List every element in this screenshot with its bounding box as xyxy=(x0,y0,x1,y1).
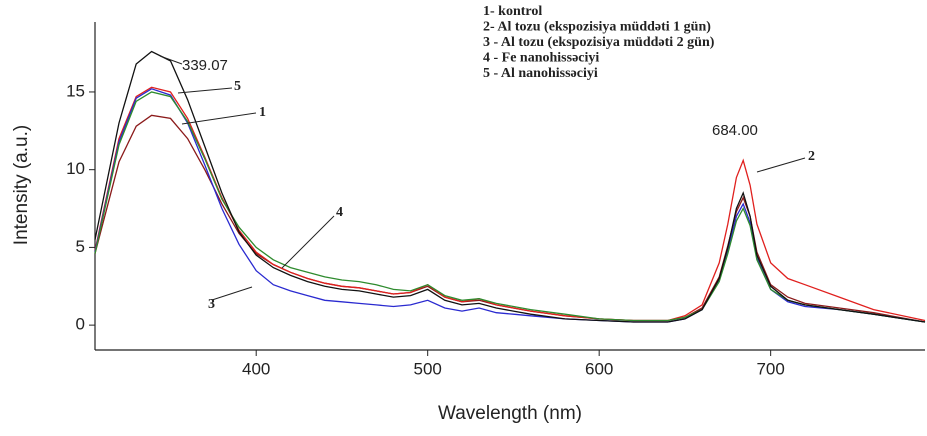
leader-line xyxy=(159,55,183,65)
annotation: 2 xyxy=(808,149,815,164)
leader-line xyxy=(177,87,233,94)
leader-line xyxy=(281,215,335,269)
legend-entry: 2- Al tozu (ekspozisiya müddəti 1 gün) xyxy=(483,20,711,35)
annotation: 3 xyxy=(208,297,215,312)
annotation: 1 xyxy=(259,105,266,120)
series-line xyxy=(94,88,926,323)
x-axis-label: Wavelength (nm) xyxy=(438,403,582,424)
annotation: 5 xyxy=(234,79,241,94)
x-tick-label: 700 xyxy=(756,359,784,378)
series-line xyxy=(94,114,926,323)
series-line xyxy=(94,91,926,323)
annotation: 339.07 xyxy=(182,57,228,74)
x-tick-label: 500 xyxy=(413,359,441,378)
x-tick-label: 400 xyxy=(242,359,270,378)
annotation: 4 xyxy=(336,205,343,220)
y-tick-label: 5 xyxy=(76,237,85,256)
leader-line xyxy=(211,286,253,301)
leader-line xyxy=(181,112,257,125)
y-axis-label: Intensity (a.u.) xyxy=(11,125,32,245)
leader-line xyxy=(756,157,806,173)
annotation: 684.00 xyxy=(712,122,758,139)
legend-entry: 4 - Fe nanohissəciyi xyxy=(483,51,599,66)
legend-entry: 1- kontrol xyxy=(483,4,542,19)
legend-entry: 3 - Al tozu (ekspozisiya müddəti 2 gün) xyxy=(483,35,715,50)
series-line xyxy=(94,50,926,323)
y-tick-label: 15 xyxy=(66,81,85,100)
x-tick-label: 600 xyxy=(585,359,613,378)
legend-entry: 5 - Al nanohissəciyi xyxy=(483,66,598,81)
y-tick-label: 0 xyxy=(76,315,85,334)
y-tick-label: 10 xyxy=(66,159,85,178)
